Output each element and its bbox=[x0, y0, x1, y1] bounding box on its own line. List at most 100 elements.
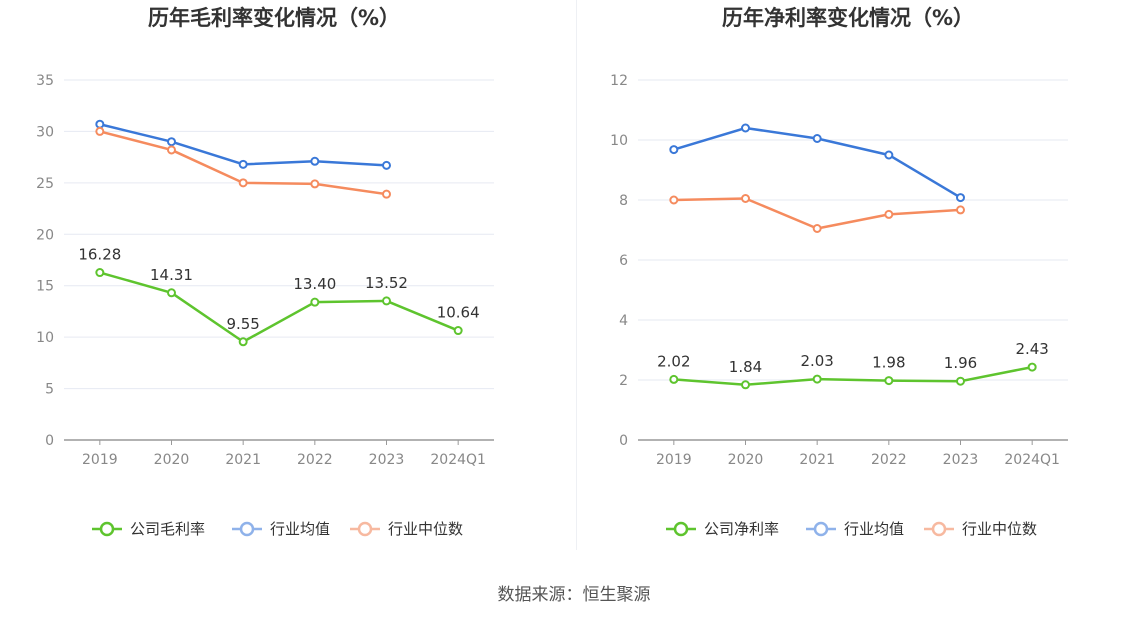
legend-item[interactable]: 行业中位数 bbox=[924, 520, 1037, 538]
data-label: 1.96 bbox=[944, 354, 977, 372]
data-point[interactable] bbox=[669, 195, 679, 205]
data-point[interactable] bbox=[453, 326, 463, 336]
y-tick-label: 10 bbox=[610, 133, 628, 149]
x-tick-label: 2020 bbox=[154, 452, 190, 468]
x-tick-label: 2024Q1 bbox=[430, 452, 486, 468]
legend-item[interactable]: 行业均值 bbox=[806, 520, 904, 538]
series-line bbox=[673, 365, 1033, 387]
data-point[interactable] bbox=[310, 179, 320, 189]
x-tick-label: 2023 bbox=[943, 452, 979, 468]
data-label: 13.40 bbox=[293, 275, 336, 293]
data-point[interactable] bbox=[95, 126, 105, 136]
x-tick-label: 2019 bbox=[656, 452, 692, 468]
data-source-note: 数据来源：恒生聚源 bbox=[497, 585, 651, 605]
y-tick-label: 35 bbox=[36, 73, 54, 89]
data-point[interactable] bbox=[741, 380, 750, 390]
gross-margin-chart: 历年毛利率变化情况（%） 0 5 10 15 20 25 30 35 2019 2020 2021 20… bbox=[36, 6, 494, 538]
data-point[interactable] bbox=[310, 297, 320, 307]
legend-marker bbox=[931, 521, 947, 537]
data-point[interactable] bbox=[669, 145, 679, 155]
legend-label: 行业中位数 bbox=[962, 520, 1037, 538]
data-point[interactable] bbox=[382, 296, 391, 306]
data-point[interactable] bbox=[382, 189, 391, 199]
legend-label: 行业均值 bbox=[844, 520, 904, 538]
series-line bbox=[99, 123, 387, 167]
data-point[interactable] bbox=[884, 150, 894, 160]
data-label: 13.52 bbox=[365, 274, 408, 292]
y-tick-label: 5 bbox=[45, 382, 54, 398]
legend-item[interactable]: 公司毛利率 bbox=[92, 520, 205, 538]
legend-label: 公司净利率 bbox=[704, 520, 779, 538]
data-point[interactable] bbox=[812, 224, 822, 233]
data-point[interactable] bbox=[95, 119, 105, 129]
y-tick-label: 20 bbox=[36, 227, 54, 243]
data-point[interactable] bbox=[167, 137, 176, 147]
data-point[interactable] bbox=[167, 288, 176, 298]
x-tick-label: 2021 bbox=[799, 452, 835, 468]
y-tick-label: 2 bbox=[619, 373, 628, 389]
data-point[interactable] bbox=[812, 374, 822, 384]
data-point[interactable] bbox=[669, 374, 679, 384]
legend-marker bbox=[813, 521, 829, 537]
y-tick-label: 12 bbox=[610, 73, 628, 89]
x-tick-label: 2021 bbox=[225, 452, 261, 468]
data-point[interactable] bbox=[95, 268, 105, 278]
net-margin-chart-panel: 历年净利率变化情况（%） 0 2 4 6 8 10 12 2019 2020 2021 2022 202… bbox=[574, 0, 1148, 560]
data-point[interactable] bbox=[741, 194, 750, 203]
x-tick-label: 2022 bbox=[871, 452, 907, 468]
data-point[interactable] bbox=[956, 205, 965, 215]
y-tick-label: 10 bbox=[36, 330, 54, 346]
data-label: 10.64 bbox=[437, 304, 480, 322]
y-tick-label: 15 bbox=[36, 279, 54, 295]
data-point[interactable] bbox=[1027, 362, 1037, 372]
legend-item[interactable]: 行业均值 bbox=[232, 520, 330, 538]
data-label: 16.28 bbox=[78, 246, 121, 264]
x-tick-label: 2024Q1 bbox=[1004, 452, 1060, 468]
chart-title: 历年净利率变化情况（%） bbox=[722, 6, 974, 30]
data-point[interactable] bbox=[238, 337, 248, 347]
data-label: 2.02 bbox=[657, 352, 690, 370]
gross-margin-chart-panel: 历年毛利率变化情况（%） 0 5 10 15 20 25 30 35 2019 2020 2021 20… bbox=[0, 0, 574, 560]
data-label: 9.55 bbox=[226, 315, 259, 333]
data-label: 1.84 bbox=[729, 358, 762, 376]
data-label: 2.43 bbox=[1015, 340, 1048, 358]
legend-label: 行业中位数 bbox=[388, 520, 463, 538]
data-point[interactable] bbox=[812, 134, 822, 143]
y-tick-label: 25 bbox=[36, 176, 54, 192]
legend-marker bbox=[357, 521, 373, 537]
data-point[interactable] bbox=[956, 193, 965, 203]
data-point[interactable] bbox=[238, 178, 248, 188]
legend-marker bbox=[673, 521, 689, 537]
legend-label: 公司毛利率 bbox=[130, 520, 205, 538]
y-tick-label: 0 bbox=[619, 433, 628, 449]
data-point[interactable] bbox=[382, 160, 391, 170]
data-point[interactable] bbox=[167, 145, 176, 155]
y-tick-label: 4 bbox=[619, 313, 628, 329]
chart-title: 历年毛利率变化情况（%） bbox=[148, 6, 400, 30]
x-tick-label: 2023 bbox=[369, 452, 405, 468]
y-tick-label: 8 bbox=[619, 193, 628, 209]
legend-marker bbox=[99, 521, 115, 537]
data-point[interactable] bbox=[884, 209, 894, 219]
data-point[interactable] bbox=[310, 156, 320, 166]
x-tick-label: 2019 bbox=[82, 452, 118, 468]
data-label: 14.31 bbox=[150, 266, 193, 284]
net-margin-chart: 历年净利率变化情况（%） 0 2 4 6 8 10 12 2019 2020 2021 2022 202… bbox=[610, 6, 1068, 538]
data-point[interactable] bbox=[238, 159, 248, 169]
series-line bbox=[99, 271, 459, 344]
legend-item[interactable]: 行业中位数 bbox=[350, 520, 463, 538]
data-label: 1.98 bbox=[872, 354, 905, 372]
panel-divider bbox=[576, 0, 577, 550]
legend-item[interactable]: 公司净利率 bbox=[666, 520, 779, 538]
legend-marker bbox=[239, 521, 255, 537]
x-tick-label: 2020 bbox=[728, 452, 764, 468]
data-label: 2.03 bbox=[800, 352, 833, 370]
data-point[interactable] bbox=[956, 376, 965, 386]
y-tick-label: 30 bbox=[36, 124, 54, 140]
y-tick-label: 0 bbox=[45, 433, 54, 449]
data-point[interactable] bbox=[884, 376, 894, 386]
y-tick-label: 6 bbox=[619, 253, 628, 269]
data-point[interactable] bbox=[741, 123, 750, 133]
legend-label: 行业均值 bbox=[270, 520, 330, 538]
x-tick-label: 2022 bbox=[297, 452, 333, 468]
